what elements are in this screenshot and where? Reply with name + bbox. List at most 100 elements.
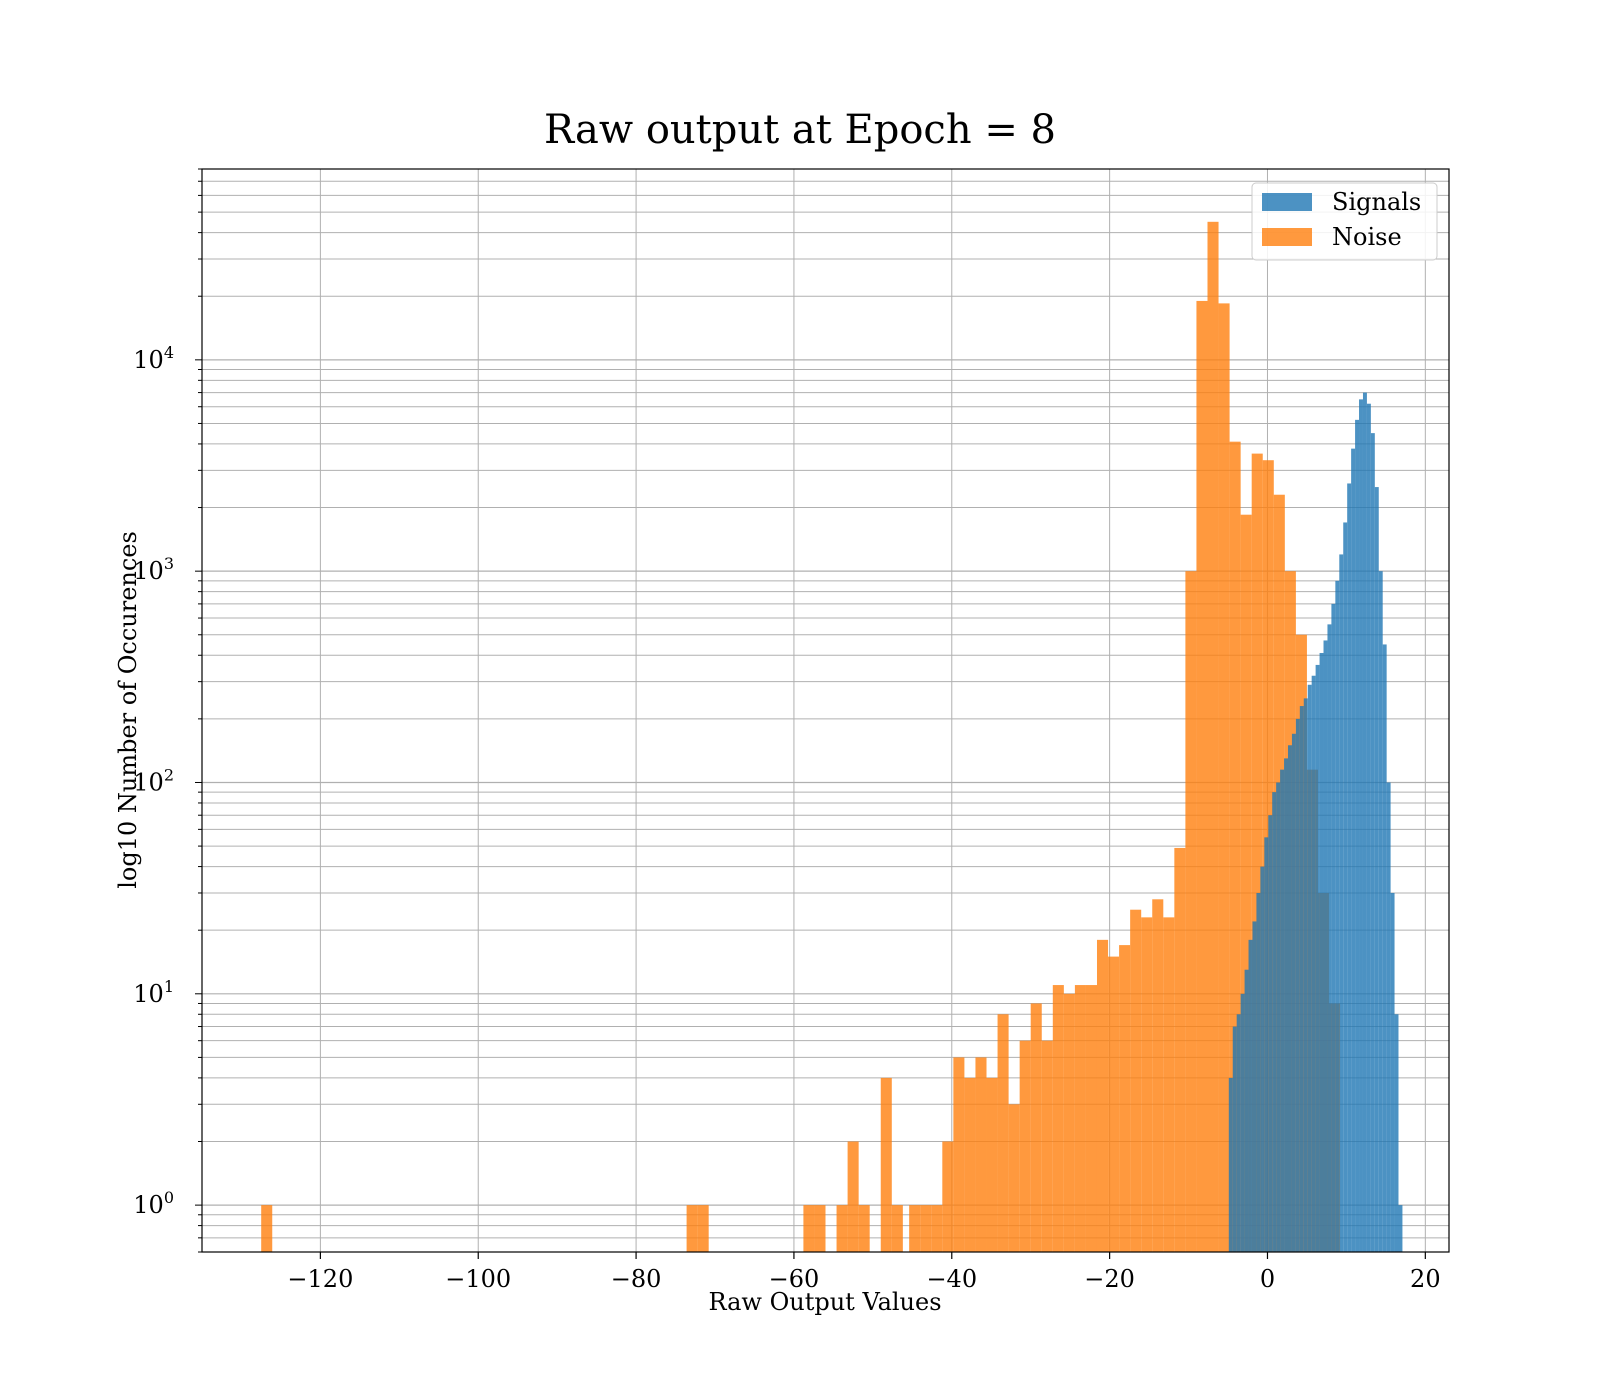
noise-bar xyxy=(1041,1040,1053,1252)
plot-frame xyxy=(201,168,1450,1253)
noise-bar xyxy=(1152,899,1164,1252)
y-tick-label: 102 xyxy=(133,765,174,796)
noise-bar xyxy=(1141,917,1153,1252)
signals-bar xyxy=(1295,718,1300,1252)
signals-bar xyxy=(1228,1077,1233,1252)
noise-bar xyxy=(1229,441,1241,1252)
signals-bar xyxy=(1252,921,1257,1252)
noise-bar xyxy=(986,1077,998,1252)
signals-bar xyxy=(1327,624,1332,1252)
signals-bar xyxy=(1331,603,1336,1252)
noise-bar xyxy=(1185,571,1197,1252)
signals-bar xyxy=(1355,419,1360,1252)
noise-bar xyxy=(931,1205,943,1252)
signals-bar xyxy=(1319,652,1324,1252)
noise-bar xyxy=(1096,939,1109,1252)
x-axis-label: Raw Output Values xyxy=(708,1288,941,1316)
signals-bar xyxy=(1232,1026,1237,1252)
x-tick-label: −120 xyxy=(287,1265,353,1293)
signals-bar xyxy=(1390,892,1395,1252)
signals-bar xyxy=(1260,866,1265,1252)
noise-bar xyxy=(975,1057,987,1252)
signals-bar xyxy=(1343,522,1348,1252)
noise-bar xyxy=(942,1141,954,1252)
noise-bar xyxy=(1008,1104,1020,1252)
x-tick-label: −60 xyxy=(769,1265,820,1293)
noise-bar xyxy=(814,1205,826,1252)
noise-bar xyxy=(997,1014,1009,1252)
legend-label-noise: Noise xyxy=(1332,223,1402,251)
signals-bar xyxy=(1240,993,1245,1252)
signals-bar xyxy=(1276,782,1281,1252)
legend: Signals Noise xyxy=(1251,182,1438,261)
chart-title: Raw output at Epoch = 8 xyxy=(544,107,1056,153)
noise-bar xyxy=(1251,453,1263,1252)
noise-bar xyxy=(880,1077,892,1252)
x-tick-label: −80 xyxy=(611,1265,662,1293)
signals-bar xyxy=(1374,487,1379,1252)
noise-bar xyxy=(1218,303,1230,1253)
signals-bar xyxy=(1366,403,1371,1253)
signals-bar xyxy=(1323,640,1328,1252)
noise-bar xyxy=(836,1205,848,1252)
noise-bar xyxy=(964,1077,976,1252)
x-tick-label: −40 xyxy=(926,1265,977,1293)
noise-bar xyxy=(1174,847,1186,1252)
x-tick-label: 0 xyxy=(1260,1265,1275,1293)
noise-bar xyxy=(1063,993,1075,1252)
signals-bar xyxy=(1378,571,1383,1252)
signals-bar xyxy=(1284,758,1288,1252)
signals-bar xyxy=(1398,1205,1403,1252)
noise-bar xyxy=(1052,985,1064,1252)
signals-bar xyxy=(1362,392,1367,1252)
signals-bar xyxy=(1268,815,1273,1252)
legend-swatch-noise xyxy=(1262,228,1312,246)
noise-bar xyxy=(803,1205,815,1252)
x-axis-ticks: −120 −100 −80 −60 −40 −20 0 20 xyxy=(287,1252,1441,1293)
noise-bar xyxy=(1019,1040,1031,1252)
signal-bars xyxy=(1228,392,1403,1253)
signals-bar xyxy=(1315,664,1320,1252)
signals-bar xyxy=(1394,1014,1399,1252)
noise-bar xyxy=(953,1057,965,1252)
signals-bar xyxy=(1272,792,1277,1252)
noise-bar xyxy=(1196,300,1208,1252)
noise-bar xyxy=(697,1205,709,1252)
noise-bar xyxy=(1108,956,1120,1252)
y-tick-label: 104 xyxy=(133,343,174,374)
noise-bar xyxy=(909,1205,921,1252)
signals-bar xyxy=(1248,939,1253,1252)
noise-bar xyxy=(1074,985,1086,1252)
noise-bar xyxy=(1030,1003,1042,1252)
signals-bar xyxy=(1287,745,1292,1252)
signals-bar xyxy=(1303,698,1308,1252)
signals-bar xyxy=(1386,782,1391,1252)
noise-bar xyxy=(847,1141,859,1252)
signals-bar xyxy=(1351,448,1356,1252)
signals-bar xyxy=(1236,1014,1241,1252)
signals-bar xyxy=(1359,399,1363,1252)
noise-bar xyxy=(686,1205,698,1252)
noise-bar xyxy=(920,1205,932,1252)
legend-swatch-signals xyxy=(1262,193,1312,211)
y-tick-label: 101 xyxy=(133,977,174,1008)
signals-bar xyxy=(1299,706,1304,1252)
x-tick-label: −20 xyxy=(1084,1265,1135,1293)
y-axis-ticks: 100 101 102 103 104 xyxy=(133,168,202,1253)
noise-bar xyxy=(1085,985,1097,1252)
noise-bar xyxy=(1163,917,1175,1252)
signals-bar xyxy=(1307,684,1312,1252)
signals-bar xyxy=(1311,675,1316,1252)
noise-bar xyxy=(858,1205,870,1252)
legend-label-signals: Signals xyxy=(1332,188,1421,216)
y-axis-label: log10 Number of Occurences xyxy=(114,531,142,889)
y-tick-label: 100 xyxy=(133,1188,174,1219)
signals-bar xyxy=(1291,733,1296,1252)
signals-bar xyxy=(1347,483,1352,1252)
x-tick-label: −100 xyxy=(445,1265,511,1293)
noise-bar xyxy=(1207,221,1219,1253)
signals-bar xyxy=(1382,644,1387,1252)
y-tick-label: 103 xyxy=(133,554,174,585)
signals-bar xyxy=(1280,769,1285,1252)
